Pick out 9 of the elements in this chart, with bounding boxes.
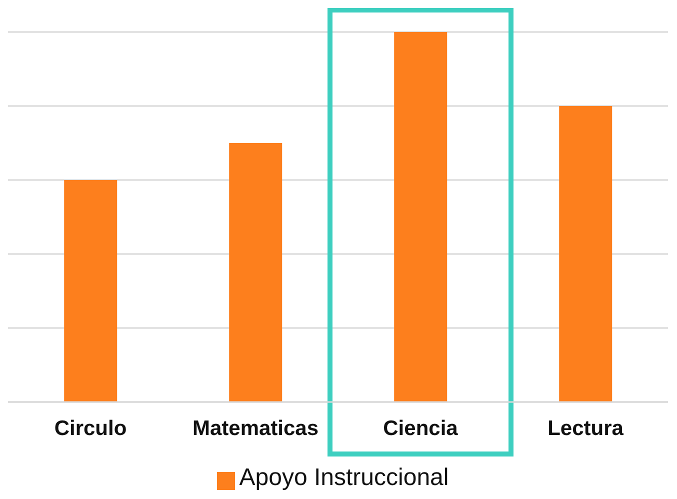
x-tick-label: Ciencia: [383, 416, 458, 440]
bar: [229, 143, 282, 402]
legend-label: Apoyo Instruccional: [239, 464, 449, 491]
bar: [394, 32, 448, 402]
bar: [64, 180, 118, 402]
x-tick-label: Matematicas: [192, 416, 319, 440]
bar: [559, 106, 612, 402]
x-tick-label: Lectura: [548, 416, 624, 440]
x-tick-label: Circulo: [54, 416, 127, 440]
